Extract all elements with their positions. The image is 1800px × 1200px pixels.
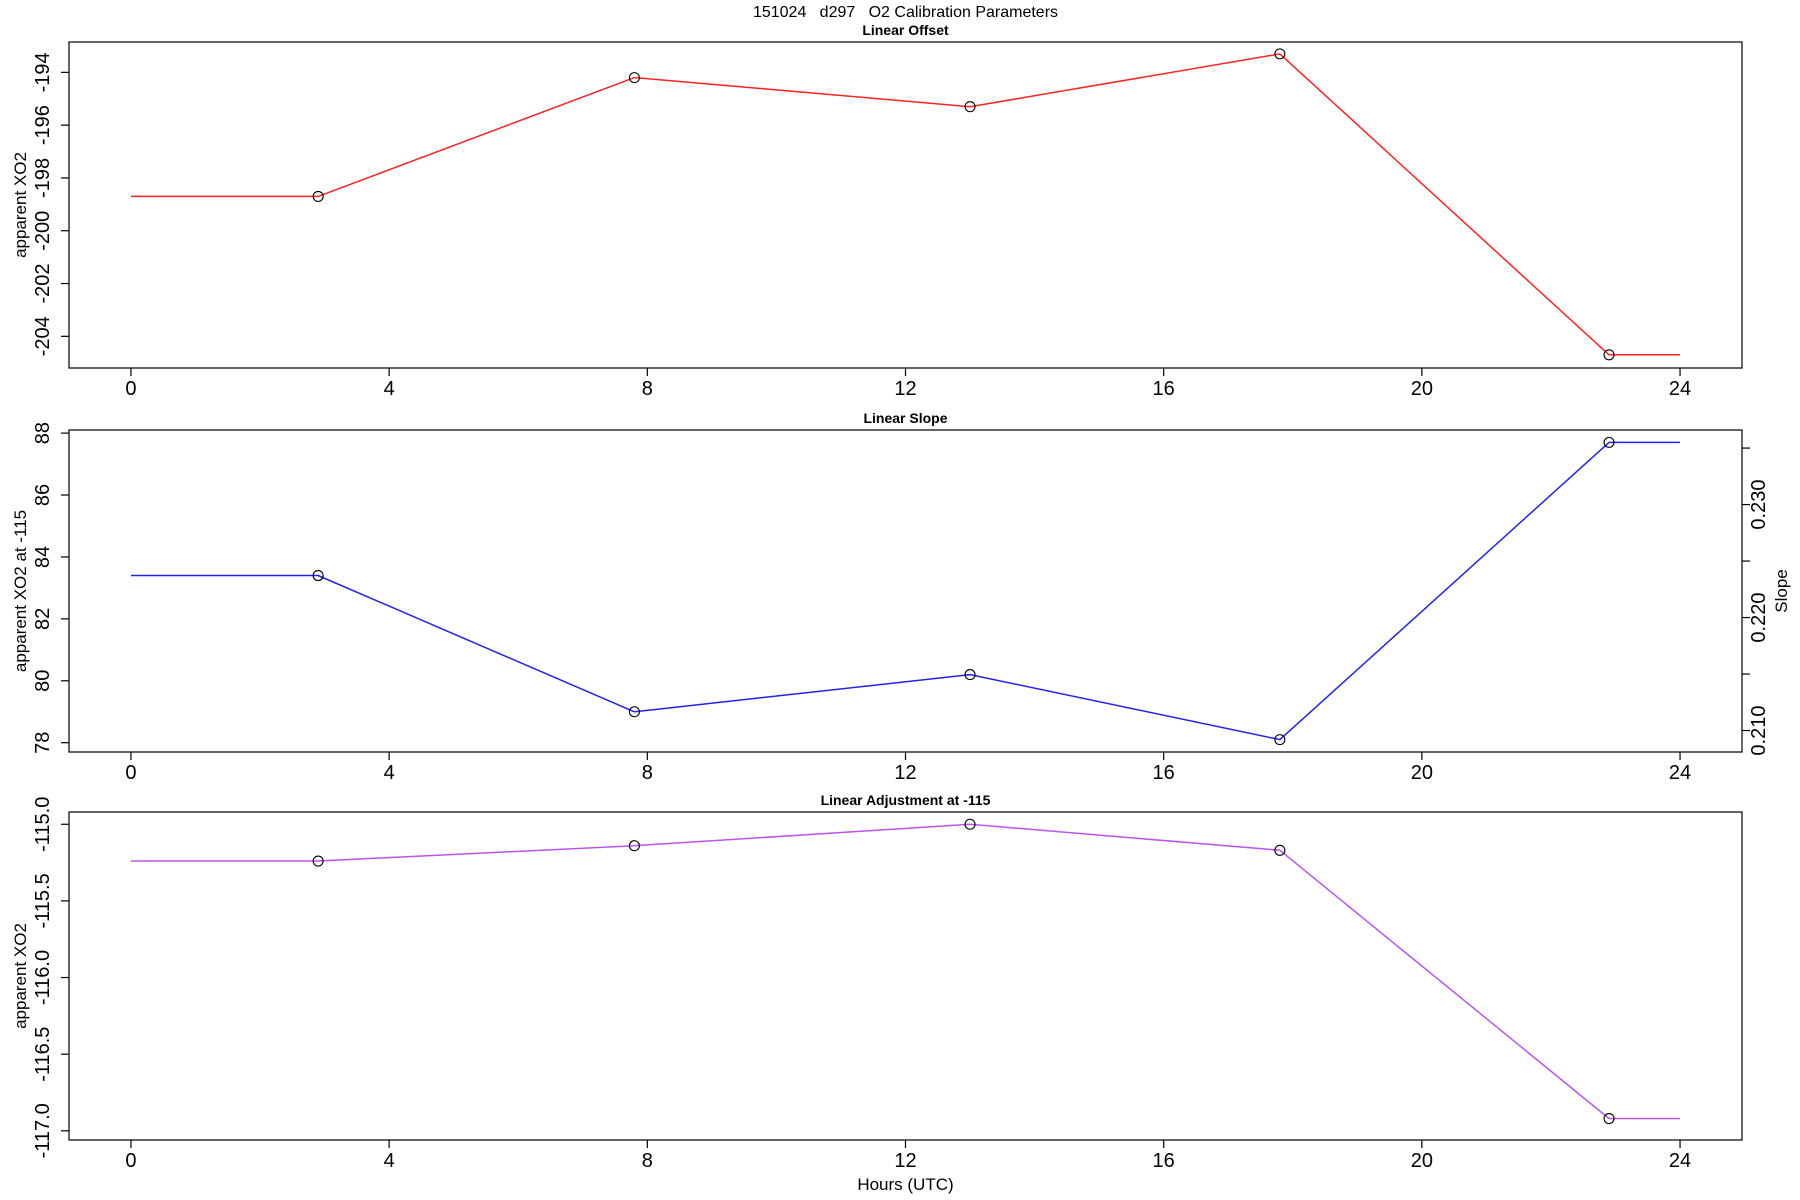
y-tick-label: 78 bbox=[32, 732, 54, 754]
linear-slope-plot-box bbox=[68, 429, 1743, 753]
linear-slope-ylabel: apparent XO2 at -115 bbox=[11, 510, 30, 672]
linear-adjustment-point bbox=[312, 855, 324, 867]
x-tick-label: 8 bbox=[642, 1150, 653, 1172]
linear-offset-point bbox=[1274, 48, 1286, 60]
y-tick-label: -115.5 bbox=[32, 873, 54, 928]
x-tick-label: 24 bbox=[1669, 1150, 1691, 1172]
y-tick-label: -198 bbox=[32, 158, 54, 198]
x-tick-label: 8 bbox=[642, 378, 653, 400]
linear-offset-plot-box bbox=[68, 41, 1743, 369]
right-y-tick-label: 0.210 bbox=[1748, 706, 1770, 756]
linear-slope-line bbox=[131, 441, 1680, 741]
x-tick-label: 0 bbox=[125, 378, 136, 400]
x-tick-label: 0 bbox=[125, 762, 136, 784]
y-tick-label: -116.0 bbox=[32, 950, 54, 1005]
y-tick-label: -200 bbox=[32, 211, 54, 251]
x-tick-label: 4 bbox=[384, 1150, 395, 1172]
linear-slope-right-ylabel: Slope bbox=[1772, 569, 1791, 612]
x-tick-label: 20 bbox=[1411, 762, 1433, 784]
x-tick-label: 20 bbox=[1411, 378, 1433, 400]
y-tick-label: -204 bbox=[32, 316, 54, 356]
x-tick-label: 8 bbox=[642, 762, 653, 784]
linear-slope-point bbox=[1603, 436, 1615, 448]
x-tick-label: 16 bbox=[1153, 378, 1175, 400]
linear-slope-point bbox=[628, 706, 640, 718]
x-tick-label: 4 bbox=[384, 378, 395, 400]
linear-offset-point bbox=[1603, 349, 1615, 361]
linear-offset-panel: Linear Offset 0 4 8 12 16 20 24 -204 -202 -200 -198… bbox=[11, 22, 1743, 400]
linear-offset-point bbox=[312, 190, 324, 202]
linear-offset-ylabel: apparent XO2 bbox=[11, 152, 30, 258]
y-tick-label: -202 bbox=[32, 264, 54, 304]
y-tick-label: 84 bbox=[32, 546, 54, 568]
y-tick-label: 82 bbox=[32, 608, 54, 630]
linear-offset-point bbox=[628, 72, 640, 84]
linear-slope-point bbox=[1274, 734, 1286, 746]
linear-adjustment-point bbox=[1603, 1112, 1615, 1125]
x-tick-label: 16 bbox=[1153, 1150, 1175, 1172]
linear-slope-point bbox=[964, 669, 976, 681]
y-tick-label: -117.0 bbox=[32, 1103, 54, 1158]
x-tick-label: 0 bbox=[125, 1150, 136, 1172]
figure-title: 151024 d297 O2 Calibration Parameters bbox=[752, 4, 1059, 21]
linear-adjustment-line bbox=[131, 823, 1680, 1120]
linear-slope-point bbox=[312, 569, 324, 582]
y-tick-label: 80 bbox=[32, 670, 54, 692]
x-tick-label: 24 bbox=[1669, 378, 1691, 400]
y-tick-label: 88 bbox=[32, 422, 54, 444]
right-y-tick-label: 0.220 bbox=[1748, 593, 1770, 643]
x-tick-label: 4 bbox=[384, 762, 395, 784]
y-tick-label: 86 bbox=[32, 484, 54, 506]
y-tick-label: -194 bbox=[32, 52, 54, 92]
y-tick-label: -116.5 bbox=[32, 1027, 54, 1082]
linear-adjustment-panel: Linear Adjustment at -115 0 4 8 12 16 20 24 -117… bbox=[11, 792, 1743, 1194]
x-tick-label: 16 bbox=[1153, 762, 1175, 784]
right-y-tick-label: 0.230 bbox=[1748, 480, 1770, 530]
x-tick-label: 12 bbox=[894, 378, 916, 400]
linear-adjustment-point bbox=[628, 840, 640, 852]
linear-adjustment-title: Linear Adjustment at -115 bbox=[821, 792, 991, 808]
linear-adjustment-ylabel: apparent XO2 bbox=[11, 923, 30, 1029]
x-tick-label: 20 bbox=[1411, 1150, 1433, 1172]
linear-offset-point bbox=[964, 101, 976, 113]
linear-adjustment-point bbox=[964, 818, 976, 830]
y-tick-label: -115.0 bbox=[32, 797, 54, 852]
x-tick-label: 12 bbox=[894, 762, 916, 784]
x-tick-label: 12 bbox=[894, 1150, 916, 1172]
linear-offset-title: Linear Offset bbox=[862, 22, 949, 38]
y-tick-label: -196 bbox=[32, 105, 54, 145]
linear-adjustment-point bbox=[1274, 844, 1286, 856]
linear-slope-panel: Linear Slope 0 4 8 12 16 20 24 78 80 82 84 86 88 appar… bbox=[11, 410, 1791, 784]
linear-offset-line bbox=[131, 53, 1680, 356]
linear-slope-title: Linear Slope bbox=[863, 410, 947, 426]
x-axis-label: Hours (UTC) bbox=[857, 1175, 953, 1194]
x-tick-label: 24 bbox=[1669, 762, 1691, 784]
